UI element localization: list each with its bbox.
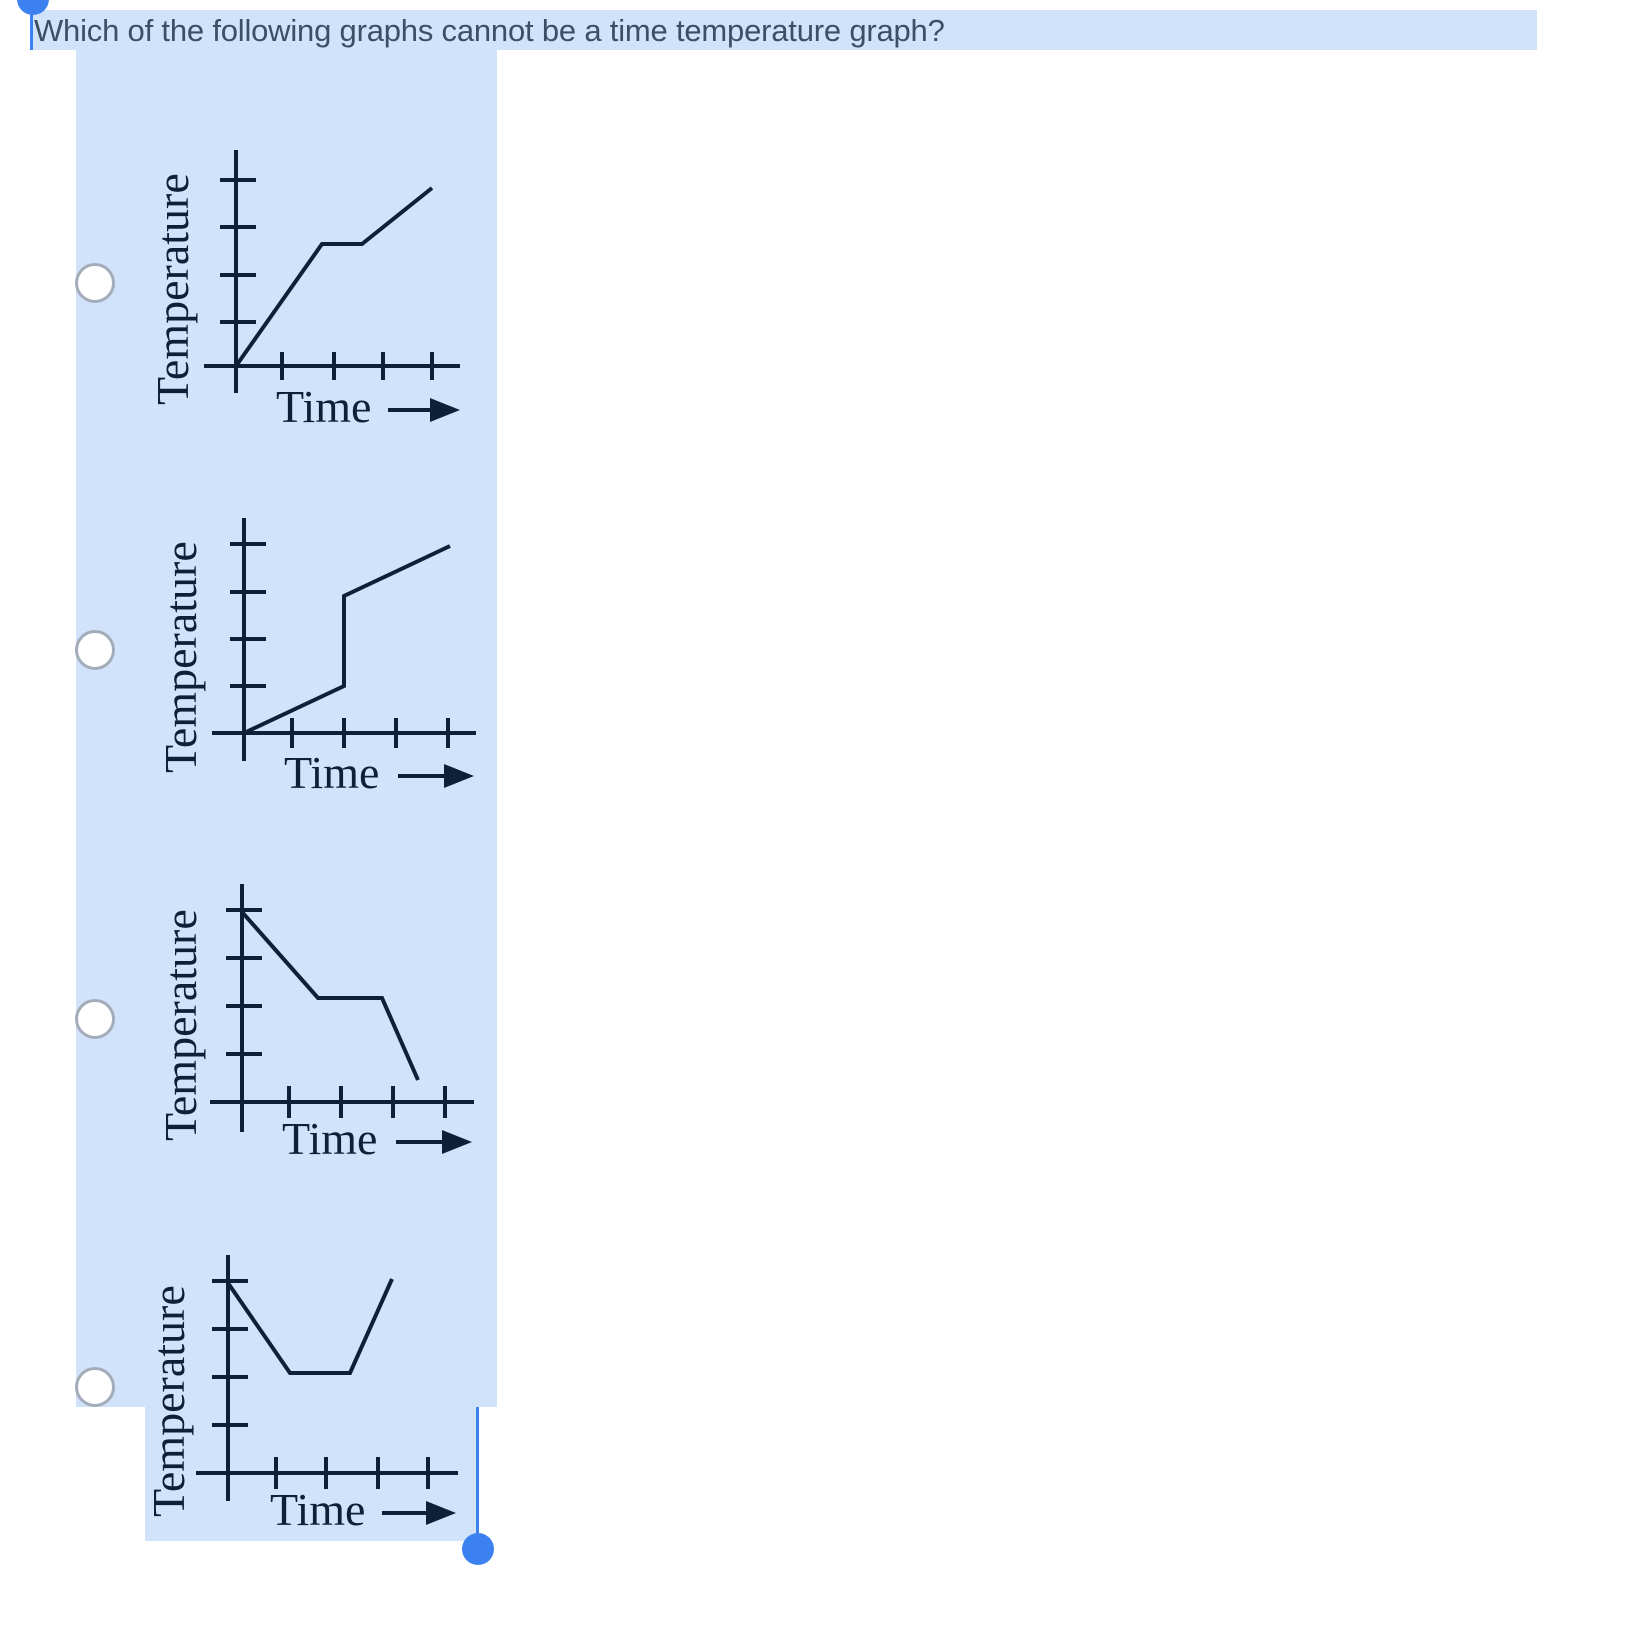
right-arrow-icon (398, 764, 474, 788)
y-axis-label: Temperature (147, 173, 198, 405)
option-b-radio[interactable] (75, 630, 115, 670)
selection-end-caret (476, 1407, 479, 1547)
option-d-graph: Temperature Time (138, 1245, 478, 1545)
right-arrow-icon (388, 398, 460, 422)
selection-start-handle[interactable] (17, 0, 49, 15)
line-chart: Temperature Time (155, 884, 474, 1164)
option-b-graph: Temperature Time (148, 508, 488, 808)
data-line (243, 544, 451, 735)
option-c-radio[interactable] (75, 999, 115, 1039)
axes (204, 150, 460, 393)
line-chart: Temperature Time (155, 518, 476, 798)
option-d-radio[interactable] (75, 1367, 115, 1407)
axes (212, 518, 476, 761)
option-a-radio[interactable] (75, 263, 115, 303)
x-axis-label: Time (284, 747, 379, 798)
data-line (226, 1278, 394, 1375)
y-axis-label: Temperature (155, 909, 206, 1141)
data-line (240, 910, 420, 1081)
option-a-graph: Temperature Time (140, 140, 480, 440)
x-axis-label: Time (276, 381, 371, 432)
line-chart: Temperature Time (147, 150, 460, 432)
axes (196, 1255, 458, 1501)
right-arrow-icon (382, 1501, 456, 1525)
right-arrow-icon (396, 1130, 472, 1154)
selection-highlight-question (30, 10, 1537, 50)
selection-start-caret (30, 8, 33, 50)
line-chart: Temperature Time (143, 1255, 458, 1535)
data-line (234, 186, 434, 368)
axes (210, 884, 474, 1132)
y-axis-label: Temperature (143, 1285, 194, 1517)
y-axis-label: Temperature (155, 541, 206, 773)
selection-highlight-options (76, 48, 497, 1407)
x-axis-label: Time (282, 1113, 377, 1164)
selection-end-handle[interactable] (462, 1533, 494, 1565)
x-axis-label: Time (270, 1484, 365, 1535)
question-text: Which of the following graphs cannot be … (34, 13, 945, 48)
option-c-graph: Temperature Time (148, 876, 488, 1176)
